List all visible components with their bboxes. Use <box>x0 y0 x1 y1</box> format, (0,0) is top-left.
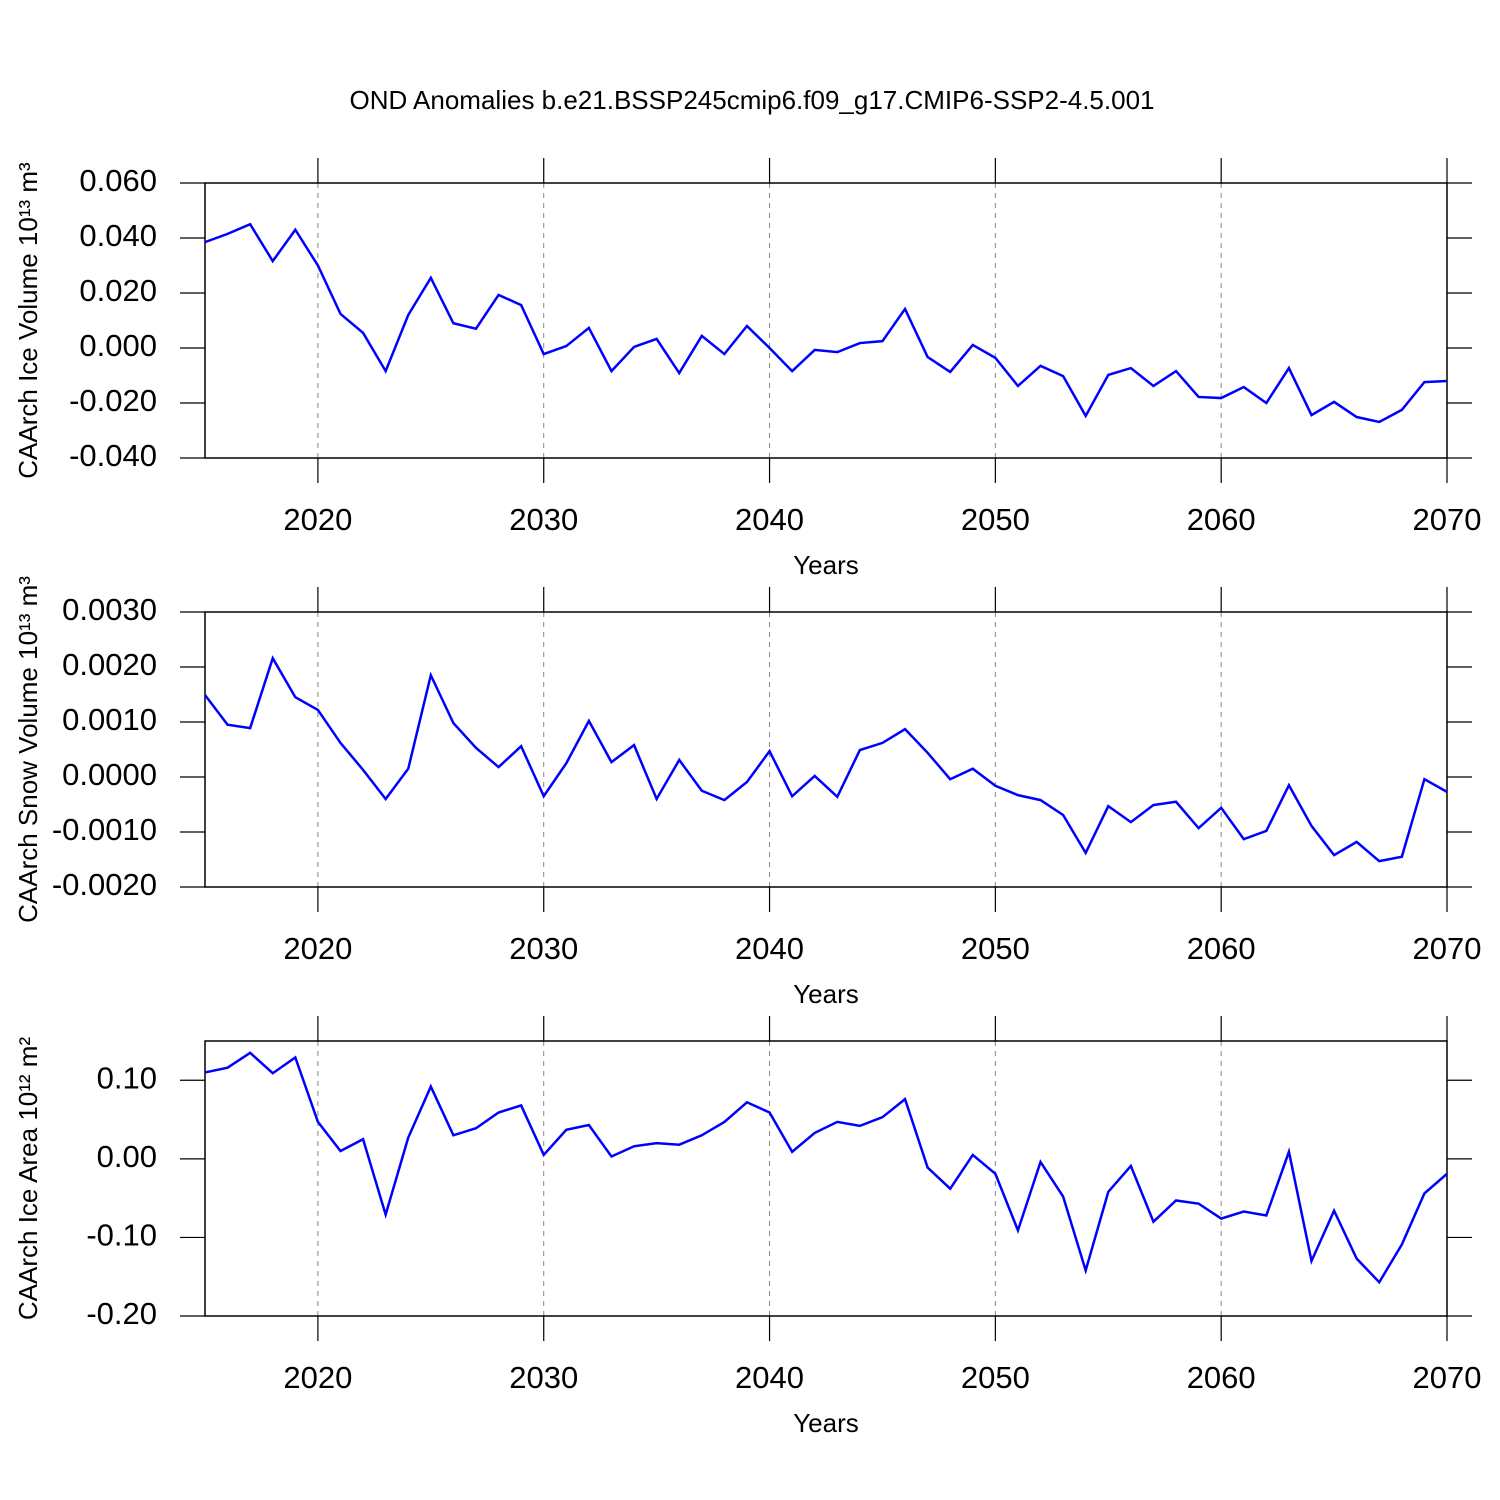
y-tick-label: -0.0010 <box>52 812 157 847</box>
y-axis-label: CAArch Ice Volume 10¹³ m³ <box>13 162 43 479</box>
plot-frame <box>204 611 1448 888</box>
y-tick-label: 0.00 <box>97 1139 157 1174</box>
plot-frame <box>204 1040 1448 1317</box>
y-axis-label: CAArch Ice Area 10¹² m² <box>13 1037 43 1321</box>
y-tick-label: -0.020 <box>69 383 157 418</box>
x-tick-label: 2060 <box>1187 502 1256 537</box>
figure-title: OND Anomalies b.e21.BSSP245cmip6.f09_g17… <box>349 85 1154 115</box>
x-tick-label: 2070 <box>1413 1360 1482 1395</box>
x-tick-label: 2070 <box>1413 502 1482 537</box>
x-tick-label: 2020 <box>283 1360 352 1395</box>
y-tick-label: 0.10 <box>97 1060 157 1095</box>
x-tick-label: 2070 <box>1413 931 1482 966</box>
y-tick-label: -0.10 <box>86 1218 157 1253</box>
y-tick-label: 0.0020 <box>62 647 157 682</box>
x-tick-label: 2060 <box>1187 931 1256 966</box>
y-axis-label: CAArch Snow Volume 10¹³ m³ <box>13 576 43 923</box>
y-tick-label: -0.040 <box>69 438 157 473</box>
x-tick-label: 2040 <box>735 502 804 537</box>
y-tick-label: 0.0010 <box>62 702 157 737</box>
y-tick-label: 0.040 <box>79 218 157 253</box>
data-line <box>204 1051 1448 1285</box>
y-tick-label: -0.0020 <box>52 867 157 902</box>
x-tick-label: 2020 <box>283 931 352 966</box>
x-tick-label: 2030 <box>509 1360 578 1395</box>
x-tick-label: 2050 <box>961 1360 1030 1395</box>
data-line <box>204 222 1448 424</box>
y-tick-label: 0.060 <box>79 163 157 198</box>
x-tick-label: 2030 <box>509 502 578 537</box>
x-axis-label: Years <box>793 979 859 1009</box>
plot-frame <box>204 182 1448 459</box>
x-tick-label: 2020 <box>283 502 352 537</box>
x-axis-label: Years <box>793 1408 859 1438</box>
x-tick-label: 2040 <box>735 1360 804 1395</box>
y-tick-label: 0.020 <box>79 273 157 308</box>
y-tick-label: 0.000 <box>79 328 157 363</box>
x-tick-label: 2060 <box>1187 1360 1256 1395</box>
y-tick-label: -0.20 <box>86 1296 157 1331</box>
x-tick-label: 2050 <box>961 931 1030 966</box>
x-tick-label: 2030 <box>509 931 578 966</box>
y-tick-label: 0.0030 <box>62 592 157 627</box>
x-axis-label: Years <box>793 550 859 580</box>
data-line <box>204 655 1448 863</box>
x-tick-label: 2040 <box>735 931 804 966</box>
y-tick-label: 0.0000 <box>62 757 157 792</box>
x-tick-label: 2050 <box>961 502 1030 537</box>
